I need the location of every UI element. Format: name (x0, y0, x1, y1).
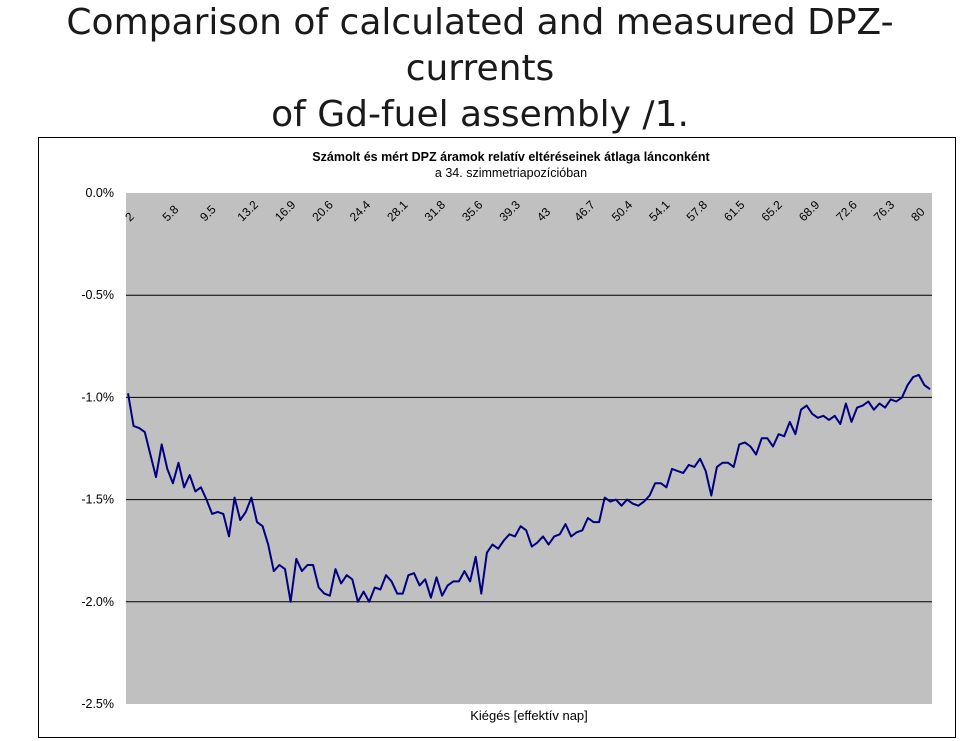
chart-title-line1: Számolt és mért DPZ áramok relatív eltér… (312, 150, 710, 164)
chart-title-line2: a 34. szimmetriapozícióban (435, 166, 587, 180)
y-tick-label: -0.5% (81, 288, 114, 302)
y-tick-label: -2.0% (81, 595, 114, 609)
y-tick-label: -2.5% (81, 697, 114, 711)
y-tick-label: -1.5% (81, 493, 114, 507)
series-line (127, 373, 931, 603)
slide-title: Comparison of calculated and measured DP… (0, 0, 960, 138)
plot-area (126, 193, 932, 704)
slide-title-line2: of Gd-fuel assembly /1. (271, 94, 689, 135)
y-tick-label: -1.0% (81, 390, 114, 404)
x-axis-label: Kiégés [effektív nap] (470, 708, 588, 723)
slide-title-line1: Comparison of calculated and measured DP… (66, 2, 894, 89)
y-tick-label: 0.0% (86, 186, 115, 200)
